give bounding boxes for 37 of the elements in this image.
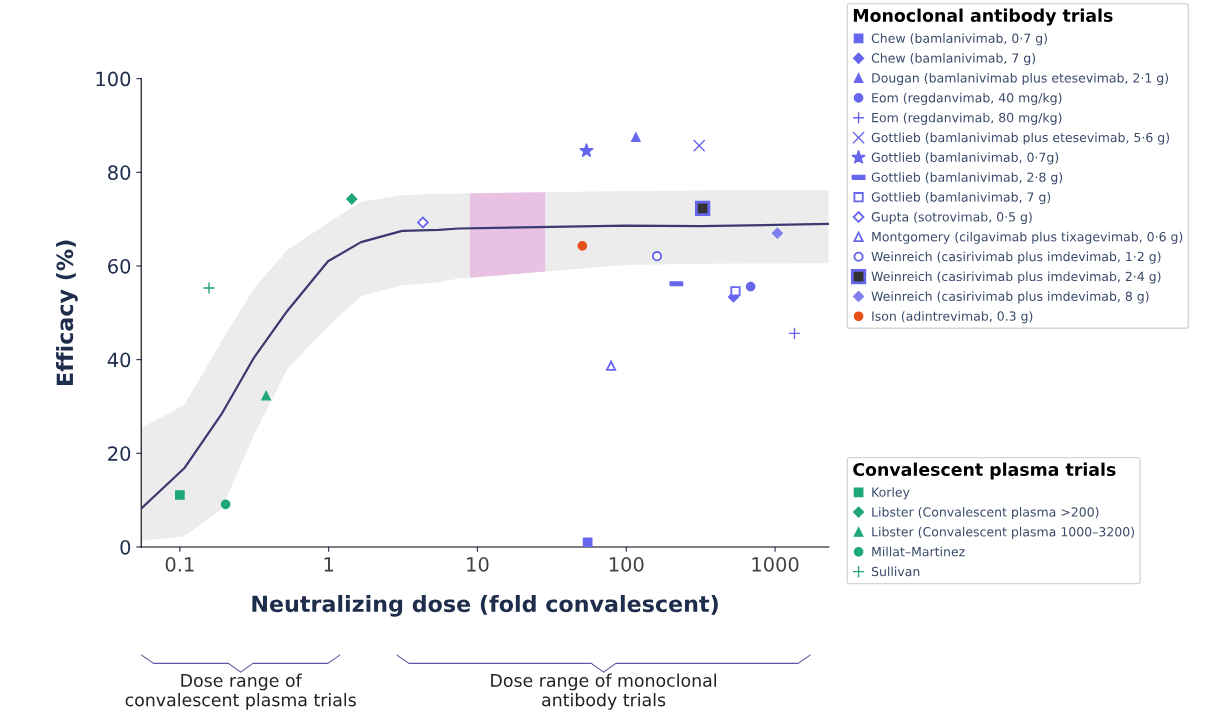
legend-label: Gottlieb (bamlanivimab, 0·7g): [871, 152, 1059, 165]
x-tick-label: 1000: [752, 557, 799, 572]
x-tick-label: 10: [467, 557, 489, 572]
legend-label: Gottlieb (bamlanivimab, 7 g): [871, 192, 1051, 205]
text: Dose range of monoclonal antibody trials: [491, 673, 716, 710]
legend-label: Korley: [872, 487, 910, 500]
y-tick-label: 100: [96, 71, 131, 87]
legend-label: Libster (Convalescent plasma 1000–3200): [872, 526, 1134, 539]
legend-label: Chew (bamlanivimab, 7 g): [871, 53, 1036, 66]
legend-label: Libster (Convalescent plasma >200): [872, 507, 1099, 520]
y-tick-label: 60: [108, 258, 131, 274]
legend-label: Gottlieb (bamlanivimab, 2·8 g): [871, 172, 1063, 185]
x-tick-label: 100: [609, 557, 644, 572]
x-tick-label: 1: [324, 557, 334, 572]
text: Convalescent plasma trials: [853, 462, 1116, 480]
legend-label: Chew (bamlanivimab, 0·7 g): [871, 33, 1047, 46]
text: Monoclonal antibody trials: [853, 8, 1113, 26]
y-axis-title: Efficacy (%): [56, 240, 78, 385]
legend-label: Eom (regdanvimab, 80 mg/kg): [872, 112, 1062, 125]
legend-label: Dougan (bamlanivimab plus etesevimab, 2·1 g): [872, 72, 1169, 86]
legend-label: Ison (adintrevimab, 0.3 g): [872, 311, 1033, 324]
legend-label: Eom (regdanvimab, 40 mg/kg): [872, 92, 1062, 105]
legend-label: Sullivan: [871, 566, 920, 577]
legend-label: Weinreich (casirivimab plus imdevimab, 2·4 g): [871, 271, 1161, 284]
y-tick-label: 0: [120, 539, 131, 555]
y-tick-label: 20: [108, 446, 131, 461]
x-tick-label: 0.1: [165, 557, 194, 572]
legend-label: Millat–Martinez: [872, 546, 965, 557]
legend-label: Weinreich (casirivimab plus imdevimab, 1·2 g): [871, 251, 1161, 264]
y-tick-label: 40: [107, 352, 131, 368]
legend-label: Weinreich (casirivimab plus imdevimab, 8 g): [871, 291, 1149, 304]
legend-label: Gupta (sotrovimab, 0·5 g): [871, 211, 1032, 224]
y-tick-label: 80: [108, 165, 131, 180]
legend-label: Montgomery (cilgavimab plus tixagevimab, 0·6 g): [872, 231, 1183, 244]
text: Dose range of convalescent plasma trials: [125, 673, 356, 710]
x-axis-title: Neutralizing dose (fold convalescent): [252, 594, 718, 617]
legend-label: Gottlieb (bamlanivimab plus etesevimab, 5·6 g): [871, 132, 1170, 145]
